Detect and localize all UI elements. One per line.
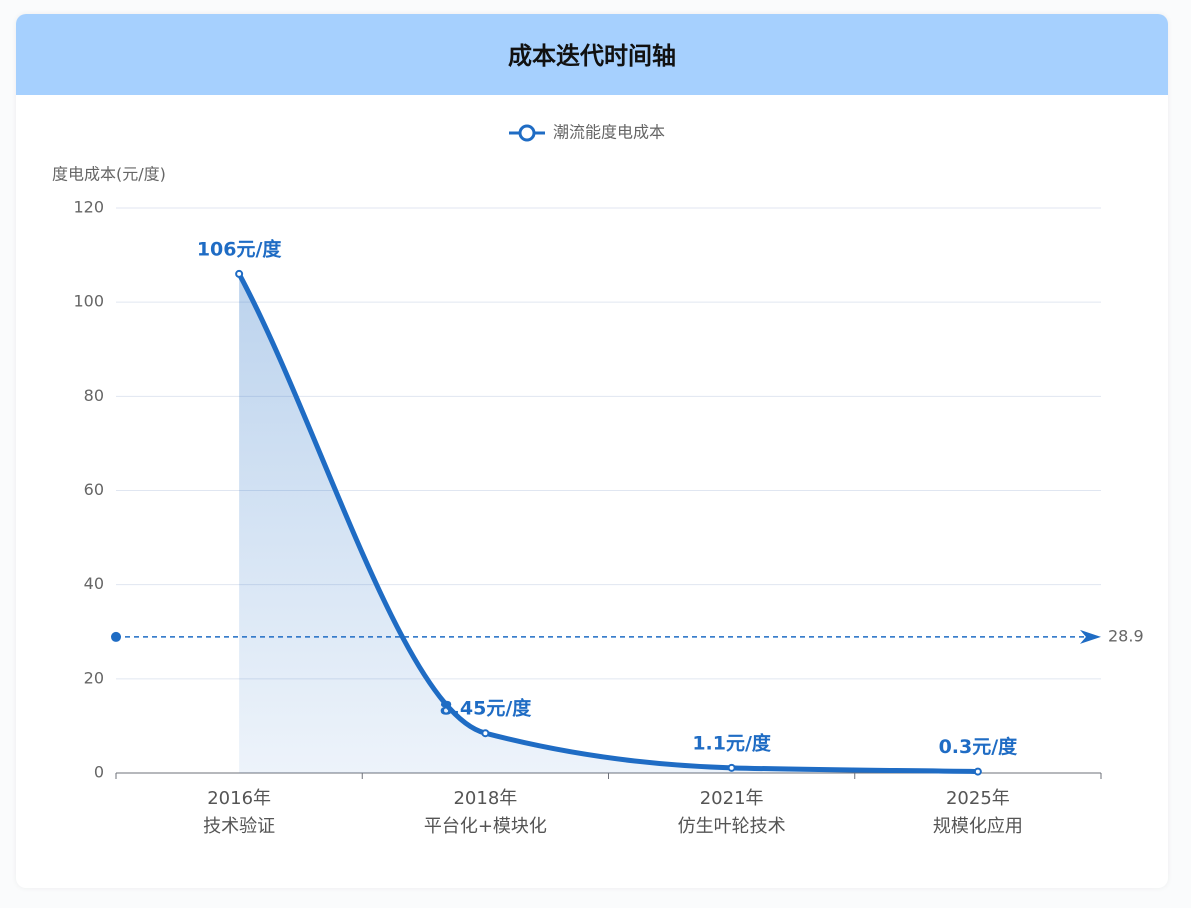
y-tick-label: 120 — [73, 198, 104, 217]
x-tick-label: 2025年 规模化应用 — [932, 788, 1023, 837]
data-label: 106元/度 — [197, 237, 283, 260]
line — [236, 272, 978, 775]
x-tick-label: 2021年 仿生叶轮技术 — [677, 788, 786, 837]
mark-line-arrow — [1080, 629, 1101, 644]
legend-label: 潮流能度电成本 — [553, 123, 665, 142]
point — [727, 763, 736, 772]
point — [973, 767, 982, 776]
point — [235, 269, 244, 278]
point — [481, 729, 490, 738]
mark-line-start — [111, 631, 121, 642]
y-tick-label: 80 — [84, 386, 104, 405]
data-label: 1.1元/度 — [692, 731, 772, 754]
area — [239, 273, 978, 773]
card: 成本迭代时间轴 — [16, 14, 1168, 888]
y-tick-label: 20 — [84, 668, 104, 687]
y-tick-label: 0 — [94, 763, 104, 782]
y-axis-label: 度电成本(元/度) — [52, 165, 166, 184]
mark-line-label: 28.9 — [1108, 626, 1144, 645]
x-tick-label: 2016年 技术验证 — [203, 788, 276, 837]
legend-marker — [518, 124, 536, 142]
data-label: 0.3元/度 — [939, 735, 1019, 758]
x-tick-label: 2018年 平台化+模块化 — [423, 788, 547, 837]
y-tick-label: 100 — [73, 292, 104, 311]
y-tick-label: 40 — [84, 574, 104, 593]
data-label: 8.45元/度 — [439, 697, 532, 720]
y-tick-label: 60 — [84, 480, 104, 499]
chart-title: 成本迭代时间轴 — [16, 14, 1168, 95]
